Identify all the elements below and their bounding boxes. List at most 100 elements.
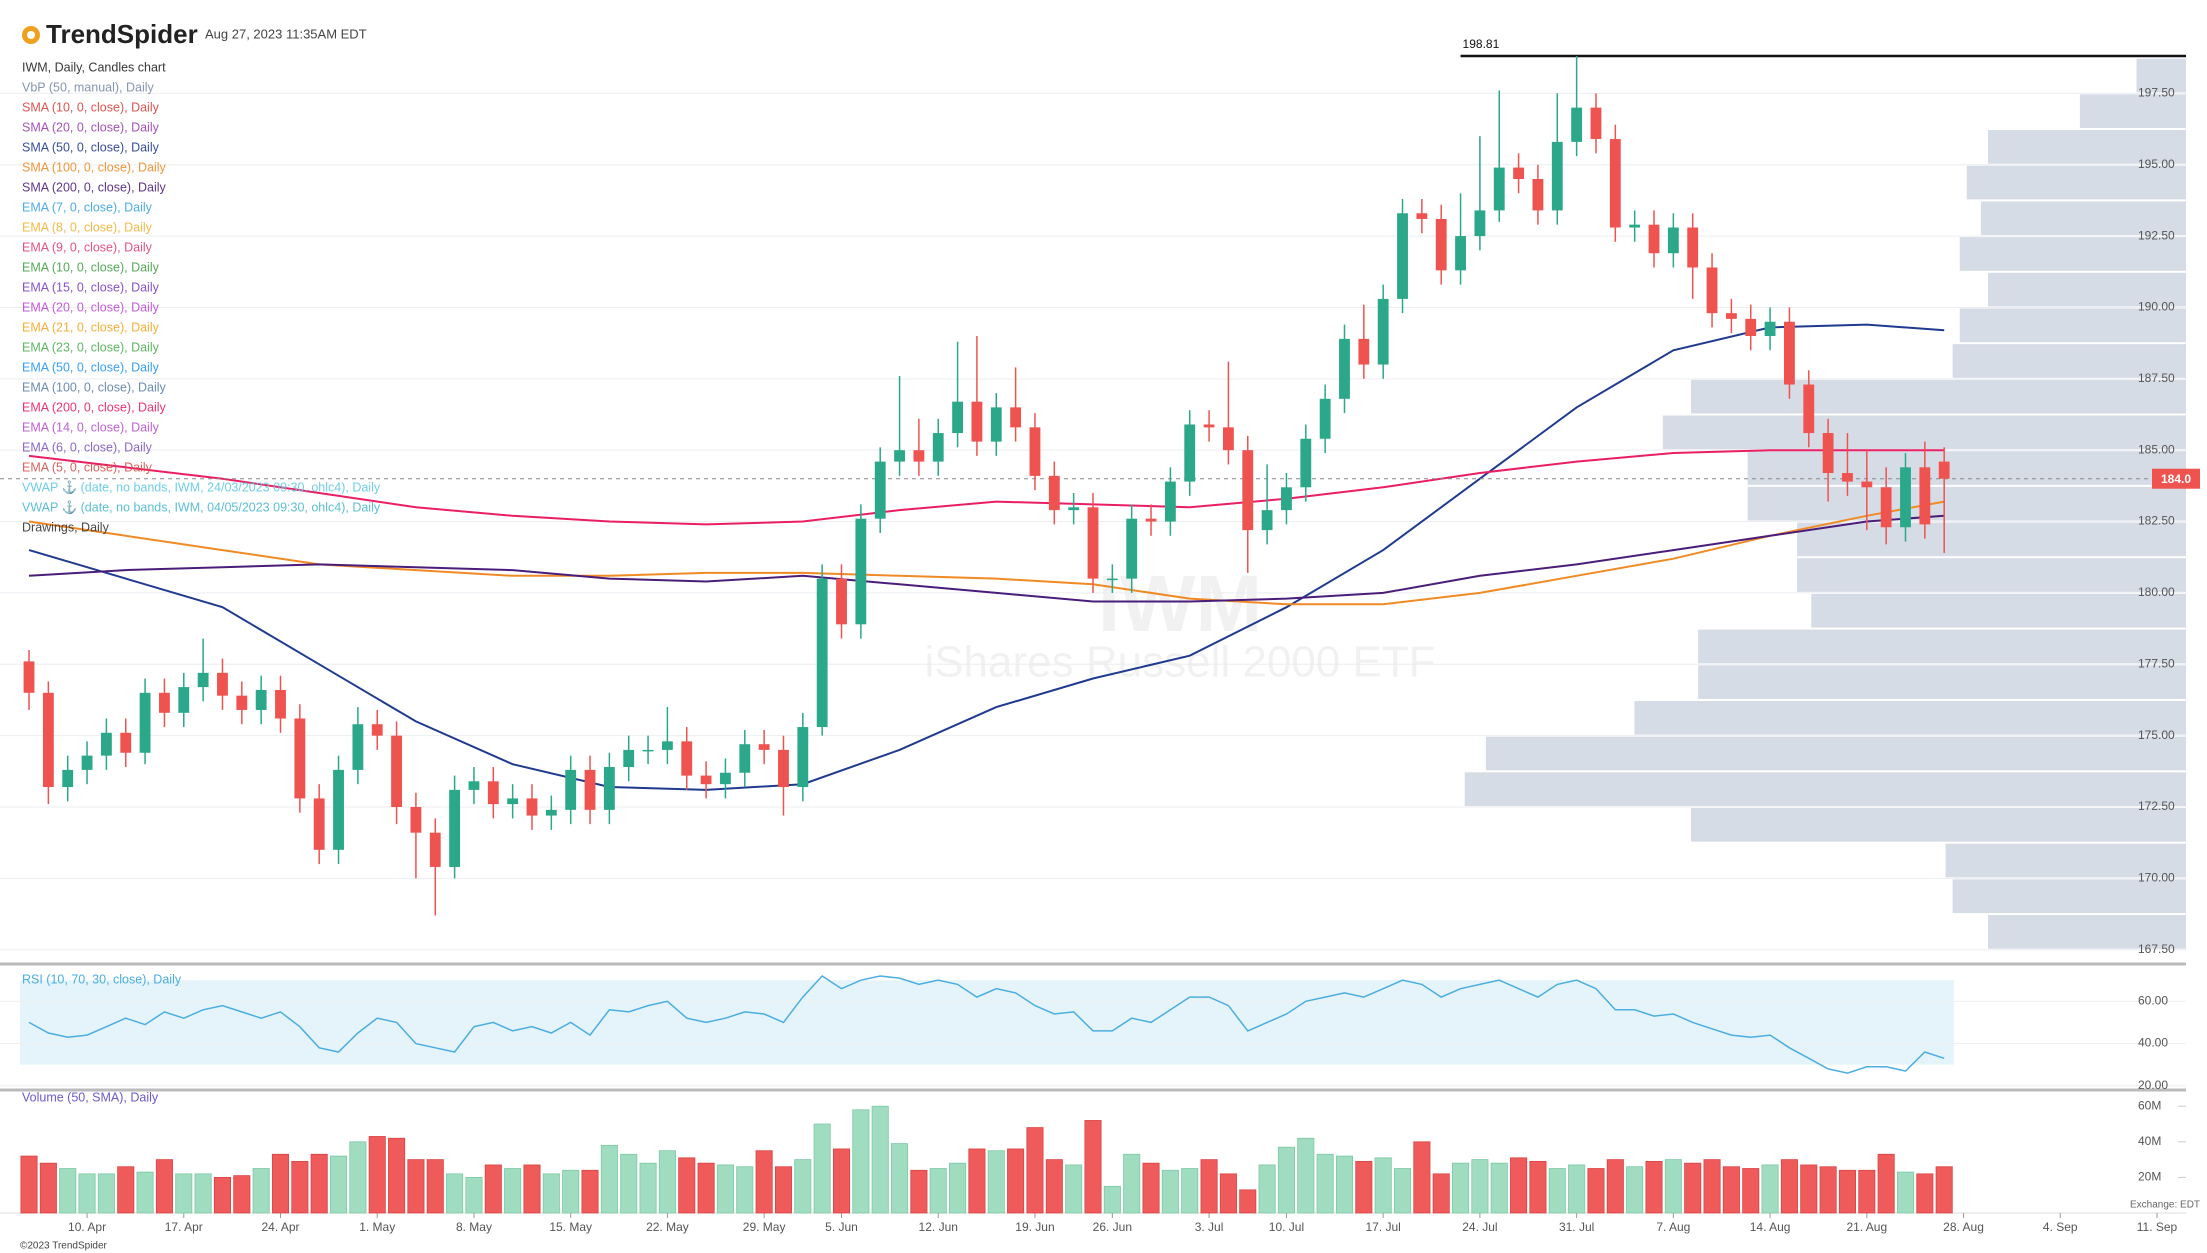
volume-profile-bar	[1691, 379, 2186, 414]
volume-profile-bar	[1959, 308, 2186, 343]
volume-bar	[78, 1173, 96, 1214]
x-tick-label: 17. Jul	[1365, 1220, 1400, 1234]
volume-bar	[155, 1159, 173, 1214]
x-tick-label: 4. Sep	[2043, 1220, 2078, 1234]
legend-entry: EMA (21, 0, close), Daily	[22, 320, 160, 334]
candle-body	[1532, 179, 1544, 211]
y-tick-label: 190.00	[2138, 300, 2175, 314]
legend-entry: EMA (5, 0, close), Daily	[22, 460, 153, 474]
candle-body	[1706, 267, 1718, 314]
candle-body	[42, 692, 54, 788]
legend-entry: SMA (50, 0, close), Daily	[22, 140, 160, 154]
volume-bar	[813, 1123, 831, 1214]
high-line-label: 198.81	[1463, 37, 1500, 51]
y-tick-label: 180.00	[2138, 585, 2175, 599]
last-price-label: 184.0	[2161, 472, 2191, 486]
y-tick-label: 175.00	[2138, 728, 2175, 742]
candle-body	[603, 767, 615, 810]
volume-bar	[310, 1153, 328, 1214]
candle-body	[932, 433, 944, 462]
candle-body	[584, 769, 596, 810]
candle-body	[990, 407, 1002, 442]
candle-body	[1609, 139, 1621, 228]
candle-body	[1435, 218, 1447, 271]
timestamp: Aug 27, 2023 11:35AM EDT	[205, 26, 367, 41]
candle-body	[1184, 424, 1196, 482]
x-tick-label: 31. Jul	[1559, 1220, 1594, 1234]
x-tick-label: 1. May	[359, 1220, 395, 1234]
volume-bar	[949, 1162, 967, 1214]
volume-bar	[484, 1164, 502, 1214]
candle-body	[507, 798, 519, 805]
volume-bar	[504, 1168, 522, 1214]
indicator-line	[28, 514, 1945, 603]
candle-body	[1590, 107, 1602, 140]
x-tick-label: 17. Apr	[165, 1220, 203, 1234]
volume-bar	[233, 1175, 251, 1214]
volume-tick-label: 20M	[2138, 1170, 2161, 1184]
y-tick-label: 177.50	[2138, 656, 2175, 670]
candle-body	[1145, 518, 1157, 522]
x-tick-label: 11. Sep	[2137, 1220, 2178, 1234]
volume-bar	[832, 1148, 851, 1214]
volume-bar	[213, 1177, 231, 1214]
indicator-line	[28, 323, 1945, 791]
candle-body	[1300, 438, 1312, 488]
candle-body	[159, 692, 170, 713]
volume-bar	[1722, 1166, 1740, 1214]
volume-bar	[330, 1155, 348, 1214]
candle-body	[1242, 450, 1254, 531]
volume-bar	[1761, 1164, 1779, 1214]
volume-bar	[1045, 1159, 1063, 1214]
candle-body	[255, 689, 267, 710]
volume-bar	[1316, 1153, 1334, 1214]
volume-bar	[1258, 1164, 1276, 1214]
candle-body	[758, 744, 770, 750]
volume-bar	[1335, 1155, 1354, 1214]
volume-bar	[1819, 1166, 1837, 1214]
volume-bar	[1007, 1148, 1025, 1214]
volume-bar	[20, 1155, 38, 1214]
candle-body	[1842, 473, 1853, 482]
candle-body	[1029, 427, 1041, 476]
x-tick-label: 14. Aug	[1750, 1220, 1791, 1234]
y-tick-label: 195.00	[2138, 157, 2175, 171]
volume-bar	[1490, 1162, 1508, 1214]
y-tick-label: 197.50	[2138, 86, 2175, 100]
x-tick-label: 7. Aug	[1656, 1220, 1690, 1234]
candle-body	[1803, 384, 1815, 434]
x-tick-label: 29. May	[743, 1220, 786, 1234]
volume-profile-bar	[1797, 558, 2186, 592]
candle-body	[333, 769, 344, 850]
candle-body	[487, 781, 499, 805]
volume-bar	[1664, 1159, 1682, 1214]
volume-bar	[271, 1153, 290, 1214]
x-tick-label: 26. Jun	[1093, 1220, 1132, 1234]
rsi-tick-label: 60.00	[2138, 994, 2168, 1008]
volume-bar	[465, 1177, 483, 1214]
volume-bar	[891, 1143, 909, 1214]
rsi-tick-label: 20.00	[2138, 1078, 2168, 1092]
volume-profile-bar	[1634, 700, 2186, 735]
volume-bar	[1858, 1169, 1876, 1214]
front-layer: 167.50 170.00 172.50 175.00 177.50 180.00 182.…	[22, 37, 2200, 1234]
candle-body	[120, 732, 132, 753]
volume-profile-bar	[1980, 201, 2186, 236]
candle-body	[894, 450, 905, 462]
back-layer	[0, 962, 2186, 1214]
legend-entry: EMA (100, 0, close), Daily	[22, 380, 167, 394]
volume-bar	[1510, 1157, 1528, 1214]
volume-bar	[1684, 1162, 1702, 1214]
candle-body	[1397, 213, 1408, 299]
candle-body	[294, 718, 306, 799]
candle-body	[1880, 487, 1892, 528]
volume-profile-bar	[1691, 808, 2186, 842]
volume-tick-label: 60M	[2138, 1098, 2161, 1112]
volume-profile-bar	[1945, 843, 2186, 878]
volume-bar	[1181, 1168, 1199, 1214]
exchange-label: Exchange: EDT	[2130, 1200, 2200, 1211]
lines-layer	[0, 54, 2186, 1074]
candle-body	[1648, 224, 1660, 254]
candle-body	[971, 401, 983, 442]
candle-body	[661, 741, 673, 750]
